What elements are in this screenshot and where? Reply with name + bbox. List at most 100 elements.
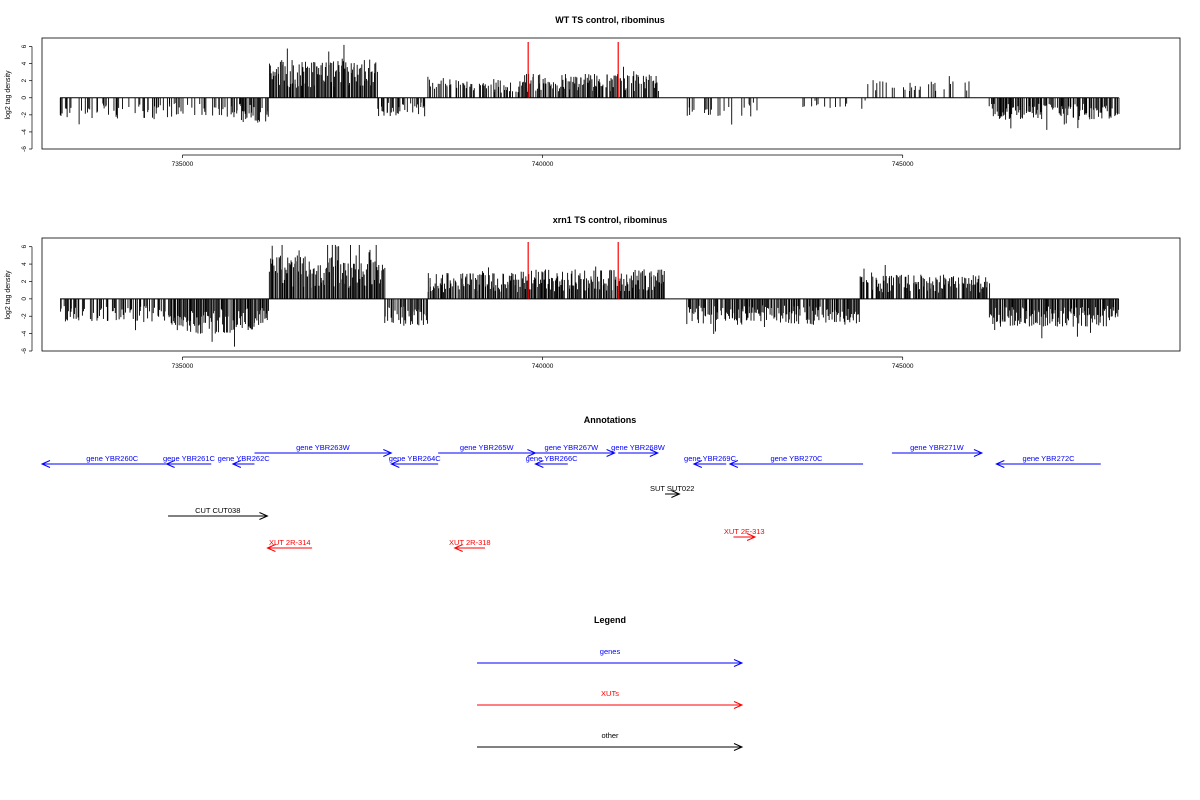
arrowhead: [728, 460, 739, 468]
arrowhead: [390, 460, 400, 468]
legend-title: Legend: [594, 615, 626, 625]
arrowhead: [733, 743, 744, 751]
feature-label: gene YBR268W: [611, 443, 666, 452]
plot-frame: [41, 237, 1181, 352]
wt-track-ylabel: log2 tag density: [5, 70, 12, 120]
density-bars: [59, 44, 1120, 130]
annotation-feature: CUT CUT038: [168, 506, 269, 520]
feature-label: gene YBR262C: [218, 454, 271, 463]
arrowhead: [40, 460, 51, 468]
annotation-feature: XUT 2R-314: [266, 538, 313, 552]
annotation-feature: gene YBR264C: [389, 454, 442, 468]
legend-label: XUTs: [601, 689, 619, 698]
arrowhead: [995, 460, 1005, 468]
y-tick-label: 2: [21, 79, 28, 83]
arrowhead: [733, 659, 744, 667]
legend-item-other: other: [477, 731, 744, 751]
x-tick-label: 745000: [892, 363, 914, 370]
annotation-feature: gene YBR266C: [526, 454, 579, 468]
arrowhead: [671, 490, 681, 498]
annotation-feature: gene YBR265W: [438, 443, 537, 457]
annotation-feature: gene YBR263W: [254, 443, 393, 457]
wt-track-plot-area: 6 4 2 0 -2 -4 -6 735000 740000 745000: [21, 37, 1181, 168]
arrowhead: [733, 701, 744, 709]
arrowhead: [266, 544, 276, 552]
y-tick-label: 0: [21, 96, 28, 100]
arrowhead: [692, 460, 703, 468]
x-tick-label: 740000: [532, 363, 554, 370]
annotation-feature: gene YBR267W: [528, 443, 616, 457]
legend-item-gene: genes: [477, 647, 744, 667]
legend-label: genes: [600, 647, 621, 656]
x-tick-label: 740000: [532, 161, 554, 168]
legend-item-xut: XUTs: [477, 689, 744, 709]
y-tick-label: -6: [21, 146, 28, 152]
y-tick-label: -4: [21, 129, 28, 135]
arrowhead: [746, 533, 757, 541]
annotations-title: Annotations: [584, 415, 637, 425]
xrn1-track-plot-area: 6 4 2 0 -2 -4 -6 735000 740000 745000: [21, 237, 1181, 370]
arrowhead: [606, 449, 616, 457]
feature-label: XUT 2R-318: [449, 538, 491, 547]
y-tick-label: 2: [21, 279, 28, 283]
arrowhead: [259, 512, 269, 520]
annotation-feature: gene YBR272C: [995, 454, 1101, 468]
feature-label: CUT CUT038: [195, 506, 240, 515]
y-tick-label: 4: [21, 262, 28, 266]
y-tick-label: 0: [21, 297, 28, 301]
feature-label: XUT 2R-314: [269, 538, 311, 547]
feature-label: gene YBR269C: [684, 454, 737, 463]
arrowhead: [649, 449, 660, 457]
arrowhead: [165, 460, 175, 468]
annotation-features: gene YBR260C gene YBR261C gene YBR262C gene…: [40, 443, 1101, 552]
y-tick-label: -4: [21, 330, 28, 336]
y-tick-label: -6: [21, 348, 28, 354]
y-tick-label: -2: [21, 313, 28, 319]
y-tick-label: -2: [21, 112, 28, 118]
density-bars: [60, 244, 1120, 347]
feature-label: gene YBR271W: [910, 443, 965, 452]
feature-label: gene YBR264C: [389, 454, 442, 463]
arrowhead: [231, 460, 242, 468]
annotations-panel: Annotations gene YBR260C gene YBR261C gene…: [40, 415, 1101, 552]
annotation-feature: gene YBR260C: [40, 454, 183, 468]
annotation-feature: XUT 2R-318: [449, 538, 491, 552]
legend-label: other: [601, 731, 619, 740]
wt-track-title: WT TS control, ribominus: [555, 15, 665, 25]
x-tick-label: 735000: [172, 161, 194, 168]
x-tick-label: 735000: [172, 363, 194, 370]
xrn1-track-title: xrn1 TS control, ribominus: [553, 215, 668, 225]
y-tick-label: 6: [21, 245, 28, 249]
legend-panel: Legend genes XUTs other: [477, 615, 744, 751]
annotation-feature: SUT SUT022: [650, 484, 694, 498]
feature-label: gene YBR260C: [86, 454, 139, 463]
annotation-feature: XUT 2F-313: [724, 527, 765, 541]
y-tick-label: 4: [21, 61, 28, 65]
feature-label: gene YBR266C: [526, 454, 579, 463]
arrowhead: [534, 460, 544, 468]
y-tick-label: 6: [21, 44, 28, 48]
feature-label: gene YBR265W: [460, 443, 515, 452]
annotation-feature: gene YBR262C: [218, 454, 271, 468]
plot-frame: [41, 37, 1181, 150]
xrn1-track-panel: xrn1 TS control, ribominus log2 tag dens…: [5, 215, 1181, 370]
feature-label: gene YBR272C: [1023, 454, 1076, 463]
annotation-feature: gene YBR269C: [684, 454, 737, 468]
arrowhead: [973, 449, 984, 457]
legend-items: genes XUTs other: [477, 647, 744, 751]
annotation-feature: gene YBR268W: [611, 443, 666, 457]
wt-track-panel: WT TS control, ribominus log2 tag densit…: [5, 15, 1181, 168]
feature-label: gene YBR267W: [545, 443, 600, 452]
arrowhead: [383, 449, 393, 457]
x-tick-label: 745000: [892, 161, 914, 168]
annotation-feature: gene YBR261C: [163, 454, 216, 468]
annotation-feature: gene YBR271W: [891, 443, 984, 457]
feature-label: gene YBR270C: [770, 454, 823, 463]
feature-label: gene YBR261C: [163, 454, 216, 463]
feature-label: SUT SUT022: [650, 484, 694, 493]
xrn1-track-ylabel: log2 tag density: [5, 270, 12, 320]
arrowhead: [453, 544, 463, 552]
annotation-feature: gene YBR270C: [728, 454, 864, 468]
feature-label: XUT 2F-313: [724, 527, 765, 536]
